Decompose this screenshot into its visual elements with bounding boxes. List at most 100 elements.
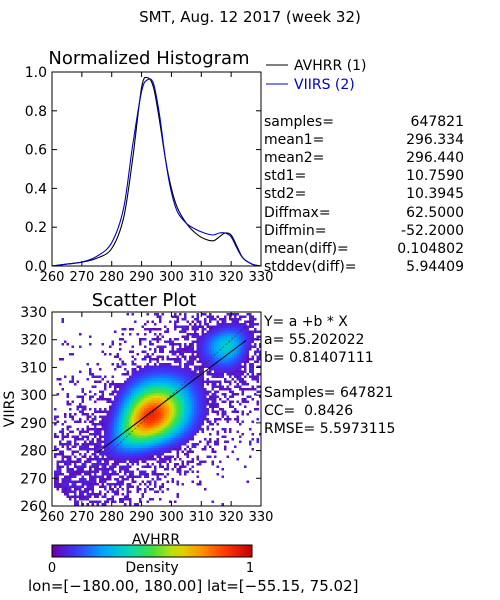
density-cell	[211, 328, 214, 331]
density-cell	[189, 438, 192, 441]
density-cell	[244, 380, 247, 383]
density-cell	[144, 430, 147, 433]
density-cell	[119, 390, 122, 393]
density-cell	[181, 450, 184, 453]
density-cell	[96, 430, 99, 433]
density-cell	[114, 470, 117, 473]
density-cell	[66, 495, 69, 498]
density-cell	[134, 433, 137, 436]
density-cell	[241, 338, 244, 341]
density-cell	[161, 490, 164, 493]
density-cell	[141, 403, 144, 406]
density-cell	[154, 390, 157, 393]
density-cell	[249, 440, 252, 443]
density-cell	[224, 393, 227, 396]
density-cell	[144, 383, 147, 386]
density-cell	[101, 395, 104, 398]
density-cell	[244, 315, 247, 318]
density-cell	[236, 313, 239, 316]
density-cell	[199, 375, 202, 378]
density-cell	[129, 378, 132, 381]
density-cell	[126, 498, 129, 501]
density-cell	[149, 358, 152, 361]
density-cell	[61, 433, 64, 436]
density-cell	[134, 475, 137, 478]
density-cell	[134, 375, 137, 378]
density-cell	[89, 415, 92, 418]
density-cell	[179, 385, 182, 388]
density-cell	[191, 375, 194, 378]
density-cell	[106, 415, 109, 418]
density-cell	[176, 380, 179, 383]
density-cell	[149, 388, 152, 391]
density-cell	[251, 315, 254, 318]
density-cell	[121, 500, 124, 503]
density-cell	[221, 353, 224, 356]
density-cell	[181, 440, 184, 443]
density-cell	[56, 478, 59, 481]
density-cell	[151, 478, 154, 481]
fit-b: b= 0.81407111	[264, 350, 374, 366]
density-cell	[156, 358, 159, 361]
density-cell	[56, 453, 59, 456]
density-cell	[139, 385, 142, 388]
density-cell	[206, 370, 209, 373]
density-cell	[126, 378, 129, 381]
density-cell	[161, 460, 164, 463]
density-cell	[199, 388, 202, 391]
density-cell	[224, 445, 227, 448]
density-cell	[249, 348, 252, 351]
density-cell	[199, 480, 202, 483]
density-cell	[131, 448, 134, 451]
density-cell	[149, 383, 152, 386]
figure-title: SMT, Aug. 12 2017 (week 32)	[139, 8, 361, 26]
density-cell	[204, 320, 207, 323]
density-cell	[239, 353, 242, 356]
density-cell	[161, 423, 164, 426]
density-cell	[161, 350, 164, 353]
density-cell	[251, 363, 254, 366]
density-cell	[156, 418, 159, 421]
density-cell	[151, 453, 154, 456]
density-cell	[131, 440, 134, 443]
density-cell	[164, 405, 167, 408]
density-cell	[144, 393, 147, 396]
density-cell	[226, 388, 229, 391]
density-cell	[149, 413, 152, 416]
density-cell	[109, 398, 112, 401]
density-cell	[169, 398, 172, 401]
density-cell	[101, 428, 104, 431]
density-cell	[166, 420, 169, 423]
density-cell	[156, 378, 159, 381]
density-cell	[236, 393, 239, 396]
density-cell	[244, 365, 247, 368]
density-cell	[136, 430, 139, 433]
density-cell	[89, 478, 92, 481]
density-cell	[134, 378, 137, 381]
density-cell	[226, 348, 229, 351]
density-cell	[69, 440, 72, 443]
density-cell	[206, 440, 209, 443]
density-cell	[184, 355, 187, 358]
density-cell	[64, 443, 67, 446]
density-cell	[189, 333, 192, 336]
density-cell	[144, 365, 147, 368]
density-cell	[61, 465, 64, 468]
density-cell	[104, 435, 107, 438]
density-cell	[231, 373, 234, 376]
density-cell	[139, 420, 142, 423]
density-cell	[209, 325, 212, 328]
density-cell	[54, 483, 57, 486]
density-cell	[111, 428, 114, 431]
density-cell	[189, 373, 192, 376]
density-cell	[201, 350, 204, 353]
density-cell	[151, 393, 154, 396]
density-cell	[186, 440, 189, 443]
density-cell	[119, 500, 122, 503]
density-cell	[256, 360, 259, 363]
density-cell	[126, 445, 129, 448]
density-cell	[139, 438, 142, 441]
density-cell	[149, 488, 152, 491]
density-cell	[124, 405, 127, 408]
density-cell	[206, 350, 209, 353]
